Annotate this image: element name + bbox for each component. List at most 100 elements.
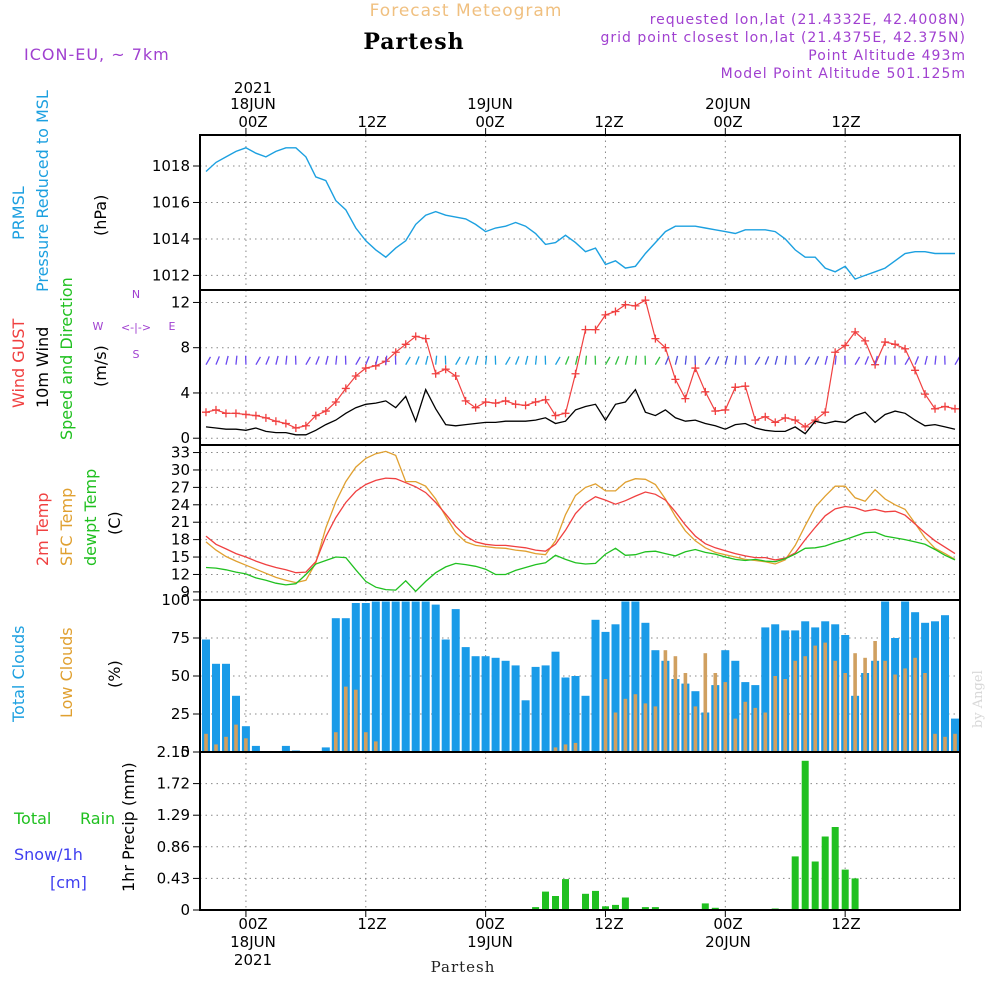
wind-gust-marker [811,416,820,425]
wind-direction-arrow [564,356,570,365]
total-cloud-bar [341,618,350,752]
low-cloud-bar [553,747,558,752]
low-cloud-bar [943,736,947,752]
rain-bar [602,906,609,910]
total-cloud-bar [222,663,230,752]
top-hour-label: 12Z [831,113,860,131]
wind-direction-arrow [774,355,779,365]
low-cloud-bar [374,741,378,752]
low-cloud-bar [733,718,738,752]
wind-direction-arrow [784,355,787,365]
wind-gust-marker [821,408,830,417]
precip-axis-label: 1hr Precip (mm) [119,762,138,892]
compass-arrows: <-|-> [121,321,151,334]
wind-direction-arrow [804,356,811,365]
clouds-unit: (%) [105,660,124,688]
wind-gust-marker [571,369,580,378]
wind-gust-label: Wind GUST [9,318,28,408]
total-cloud-bar [571,676,580,752]
precip-total-label: Total [13,809,51,828]
compass-east: E [169,320,176,333]
wind-gust-marker [911,366,920,375]
total-cloud-bar [621,601,630,752]
precip-snow-label: Snow/1h [14,845,83,864]
wind-gust-marker [221,409,230,418]
total-cloud-bar [541,665,550,752]
wind-direction-arrow [355,356,361,365]
rain-bar [801,760,809,910]
wind-gust-marker [781,413,790,422]
wind-gust-marker [391,348,400,357]
panel-labels: PRMSL Pressure Reduced to MSL (hPa) Wind… [9,90,138,892]
wind-gust-marker [631,301,640,310]
bottom-hour-label: 00Z [238,915,267,933]
location-name: Partesh [363,29,464,55]
total-cloud-bar [561,677,570,752]
wind-direction-arrow [235,355,238,365]
low-cloud-bar [953,733,957,752]
wind-direction-arrow [325,355,329,365]
wind-direction-arrow [714,356,720,365]
wind-gust-marker [271,417,280,426]
wind-direction-arrow [924,355,928,365]
total-cloud-bar [551,651,560,752]
low-cloud-bar [244,738,248,752]
wind-direction-arrow [764,356,770,365]
low-cloud-bar [753,707,758,752]
wind-direction-arrow [524,355,529,365]
wind-gust-marker [841,341,850,350]
total-cloud-bar [431,604,440,752]
wind-direction-arrow [584,355,588,365]
rain-bar [831,827,839,910]
wind-gust-marker [791,416,800,425]
wind-direction-arrow [335,355,338,365]
low-cloud-bar [204,733,208,752]
total-cloud-bar [941,615,949,752]
wind-direction-arrow [554,356,561,365]
wind-direction-arrow [265,356,270,365]
low-cloud-bar [903,668,907,752]
total-cloud-bar [481,656,490,752]
wind-direction-arrow [834,355,837,365]
total-cloud-bar [281,745,290,752]
wind-direction-arrow [904,356,911,365]
panel-1: 0 4 8 12 [171,290,961,447]
rain-bar [641,907,649,910]
wind-direction-arrow [624,355,629,365]
low-cloud-bar [224,736,228,752]
bottom-day-label: 19JUN [467,933,513,951]
wind-gust-marker [711,407,720,416]
total-cloud-bar [251,745,260,752]
point-altitude: Point Altitude 493m [808,48,966,64]
wind-direction-arrow [914,356,920,365]
total-cloud-bar [501,660,510,752]
total-cloud-bar [931,621,939,752]
wind-gust-marker [501,396,510,405]
y-tick-label: 0.86 [157,838,190,856]
total-cloud-bar [411,601,420,752]
wind-gust-marker [201,408,210,417]
wind-direction-arrow [415,356,420,365]
low-cloud-bar [703,653,708,752]
low-cloud-bar [334,732,338,752]
low-cloud-bar [683,673,688,752]
low-cloud-bar [883,660,887,752]
wind-direction-arrow [505,356,511,365]
wind-gust-marker [281,419,290,428]
pressure-unit: (hPa) [91,195,110,236]
dewpoint-line [205,531,956,593]
wind-speed-line [205,387,956,436]
bottom-hour-label: 12Z [831,915,860,933]
panel-0: 1012 1014 1016 1018 [152,135,960,290]
low-cloud-bar [563,744,568,752]
top-hour-label: 12Z [357,113,386,131]
wind-gust-marker [551,411,560,420]
total-clouds-label: Total Clouds [9,626,28,724]
y-tick-label: 8 [180,339,190,357]
bottom-hour-label: 12Z [594,915,623,933]
wind-gust-marker [881,338,890,347]
total-cloud-bar [591,619,600,752]
wind-gust-marker [661,343,670,352]
